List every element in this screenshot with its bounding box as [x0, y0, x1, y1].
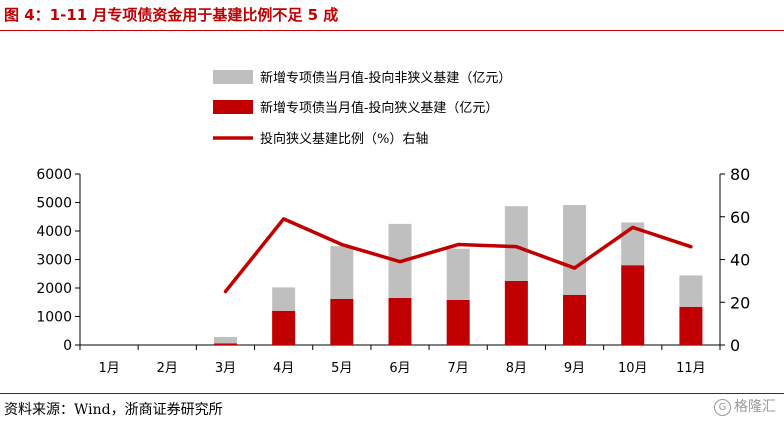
legend-label: 新增专项债当月值-投向狭义基建（亿元）: [260, 100, 498, 116]
x-tick-label: 11月: [676, 361, 706, 376]
left-tick-label: 2000: [36, 281, 72, 297]
chart: 新增专项债当月值-投向非狭义基建（亿元） 新增专项债当月值-投向狭义基建（亿元） 投…: [36, 70, 750, 376]
legend-label: 新增专项债当月值-投向非狭义基建（亿元）: [260, 70, 511, 86]
chart-legend: 新增专项债当月值-投向非狭义基建（亿元） 新增专项债当月值-投向狭义基建（亿元） 投…: [213, 70, 511, 147]
chart-bars: [213, 205, 703, 345]
x-tick-label: 6月: [389, 361, 410, 376]
left-tick-label: 4000: [36, 224, 72, 240]
chart-line: [223, 217, 693, 294]
right-tick-label: 60: [730, 208, 750, 227]
legend-swatch-narrow: [213, 100, 253, 114]
watermark-text: 格隆汇: [734, 399, 776, 415]
title-divider: [0, 30, 784, 31]
bar-narrow-infra: [388, 297, 412, 345]
right-tick-label: 20: [730, 293, 750, 312]
bar-narrow-infra: [272, 310, 296, 345]
bar-non-narrow-infra: [504, 206, 528, 281]
bar-non-narrow-infra: [563, 205, 587, 295]
x-tick-label: 3月: [215, 361, 236, 376]
bar-narrow-infra: [446, 299, 470, 345]
x-tick-label: 10月: [618, 361, 648, 376]
bar-narrow-infra: [330, 298, 354, 345]
legend-swatch-non-narrow: [213, 70, 253, 84]
left-tick-label: 0: [63, 338, 72, 354]
bar-non-narrow-infra: [446, 248, 470, 300]
bar-non-narrow-infra: [679, 275, 703, 307]
bar-narrow-infra: [679, 306, 703, 345]
left-tick-label: 5000: [36, 196, 72, 212]
bar-non-narrow-infra: [272, 287, 296, 311]
x-tick-label: 4月: [273, 361, 294, 376]
x-tick-label: 9月: [564, 361, 585, 376]
right-tick-label: 40: [730, 251, 750, 270]
watermark: G 格隆汇: [714, 396, 776, 416]
right-tick-label: 80: [730, 165, 750, 184]
bar-non-narrow-infra: [213, 337, 237, 344]
watermark-logo-icon: G: [714, 398, 731, 416]
x-tick-label: 8月: [506, 361, 527, 376]
left-tick-label: 3000: [36, 253, 72, 269]
x-tick-label: 5月: [331, 361, 352, 376]
chart-tick-labels: 0 1000 2000 3000 4000 5000 6000 0 20 40 60 80 1月 2月 3月…: [36, 165, 750, 376]
x-tick-label: 2月: [157, 361, 178, 376]
left-tick-label: 6000: [36, 167, 72, 183]
bar-narrow-infra: [621, 265, 645, 345]
right-tick-label: 0: [730, 336, 740, 355]
bar-non-narrow-infra: [330, 246, 354, 299]
left-tick-label: 1000: [36, 310, 72, 326]
x-tick-label: 1月: [98, 361, 119, 376]
chart-title: 图 4：1-11 月专项债资金用于基建比例不足 5 成: [4, 6, 339, 24]
footer-divider: [0, 393, 784, 394]
legend-label: 投向狭义基建比例（%）右轴: [260, 131, 428, 147]
bar-narrow-infra: [213, 343, 237, 345]
bar-narrow-infra: [504, 280, 528, 345]
x-tick-label: 7月: [448, 361, 469, 376]
source-note: 资料来源：Wind，浙商证券研究所: [4, 402, 223, 418]
bar-narrow-infra: [563, 294, 587, 345]
